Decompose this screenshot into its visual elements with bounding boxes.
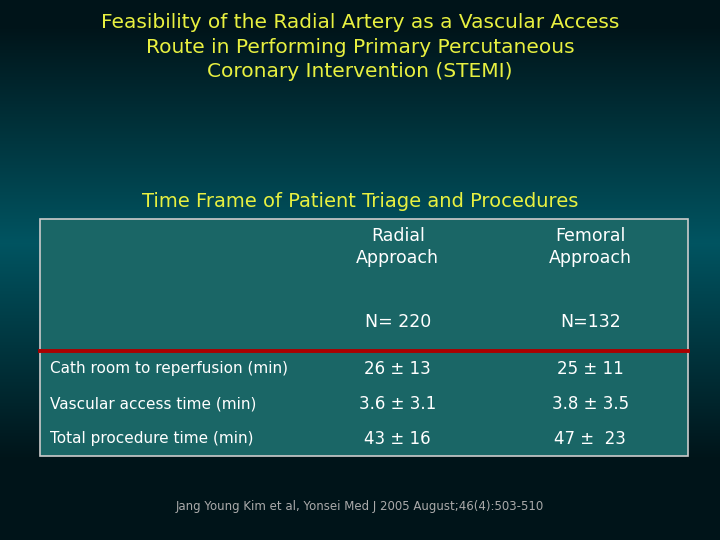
Text: Time Frame of Patient Triage and Procedures: Time Frame of Patient Triage and Procedu… <box>142 192 578 211</box>
Text: N= 220: N= 220 <box>364 313 431 331</box>
Text: 47 ±  23: 47 ± 23 <box>554 430 626 448</box>
Text: Feasibility of the Radial Artery as a Vascular Access
Route in Performing Primar: Feasibility of the Radial Artery as a Va… <box>101 14 619 81</box>
Text: Jang Young Kim et al, Yonsei Med J 2005 August;46(4):503-510: Jang Young Kim et al, Yonsei Med J 2005 … <box>176 500 544 513</box>
Text: N=132: N=132 <box>560 313 621 331</box>
Text: Total procedure time (min): Total procedure time (min) <box>50 431 254 446</box>
Text: Vascular access time (min): Vascular access time (min) <box>50 396 257 411</box>
Text: Cath room to reperfusion (min): Cath room to reperfusion (min) <box>50 361 289 376</box>
Text: Femoral
Approach: Femoral Approach <box>549 227 632 267</box>
Text: 43 ± 16: 43 ± 16 <box>364 430 431 448</box>
Text: 3.6 ± 3.1: 3.6 ± 3.1 <box>359 395 436 413</box>
FancyBboxPatch shape <box>40 219 688 456</box>
Text: Radial
Approach: Radial Approach <box>356 227 439 267</box>
Text: 3.8 ± 3.5: 3.8 ± 3.5 <box>552 395 629 413</box>
Text: 25 ± 11: 25 ± 11 <box>557 360 624 377</box>
Text: 26 ± 13: 26 ± 13 <box>364 360 431 377</box>
